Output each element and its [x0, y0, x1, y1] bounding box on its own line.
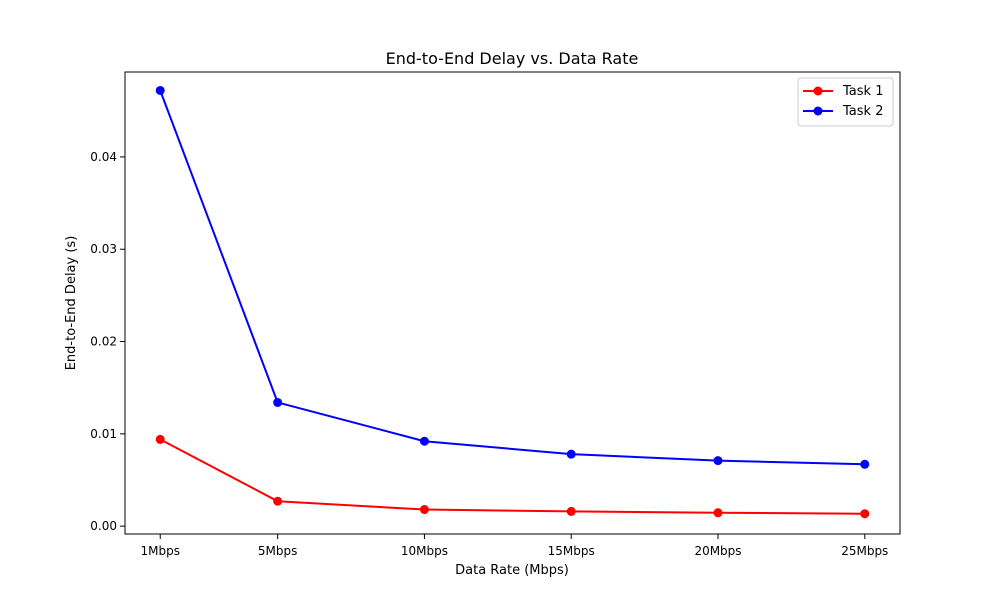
data-point-task-2-25mbps: [860, 459, 870, 469]
data-point-task-1-20mbps: [713, 508, 723, 518]
data-point-task-2-20mbps: [713, 456, 723, 466]
data-point-task-1-5mbps: [273, 496, 283, 506]
series-layer: [155, 85, 870, 519]
data-point-task-1-25mbps: [860, 509, 870, 519]
x-axis-ticks: 1Mbps 5Mbps 10Mbps 15Mbps 20Mbps 25Mbps: [140, 534, 888, 558]
series-line-task-1: [159, 438, 865, 515]
data-point-task-2-1mbps: [155, 85, 165, 95]
x-tick-label: 10Mbps: [401, 544, 448, 558]
data-point-task-2-5mbps: [273, 397, 283, 407]
x-tick-label: 15Mbps: [548, 544, 595, 558]
y-tick-label: 0.02: [90, 335, 117, 349]
data-point-task-1-1mbps: [155, 434, 165, 444]
plot-area: [124, 71, 901, 535]
y-axis-label: End-to-End Delay (s): [64, 236, 79, 371]
series-line-task-2: [159, 90, 865, 466]
y-tick-label: 0.03: [90, 242, 117, 256]
x-tick-label: 1Mbps: [140, 544, 179, 558]
data-point-task-2-15mbps: [566, 449, 576, 459]
legend-marker-task-1: [813, 86, 823, 96]
y-tick-label: 0.00: [90, 519, 117, 533]
data-point-task-1-15mbps: [566, 506, 576, 516]
x-axis-label: Data Rate (Mbps): [455, 563, 569, 578]
data-point-task-2-10mbps: [419, 436, 429, 446]
y-tick-label: 0.04: [90, 150, 117, 164]
legend-marker-task-2: [813, 106, 823, 116]
chart-title: End-to-End Delay vs. Data Rate: [386, 49, 639, 68]
x-tick-label: 5Mbps: [258, 544, 297, 558]
legend-label-task-2: Task 2: [842, 104, 883, 119]
legend-label-task-1: Task 1: [842, 84, 883, 99]
y-axis-ticks: 0.00 0.01 0.02 0.03 0.04: [90, 150, 125, 533]
x-tick-label: 25Mbps: [841, 544, 888, 558]
y-tick-label: 0.01: [90, 427, 117, 441]
legend: Task 1 Task 2: [797, 77, 894, 127]
x-tick-label: 20Mbps: [694, 544, 741, 558]
data-point-task-1-10mbps: [419, 505, 429, 515]
